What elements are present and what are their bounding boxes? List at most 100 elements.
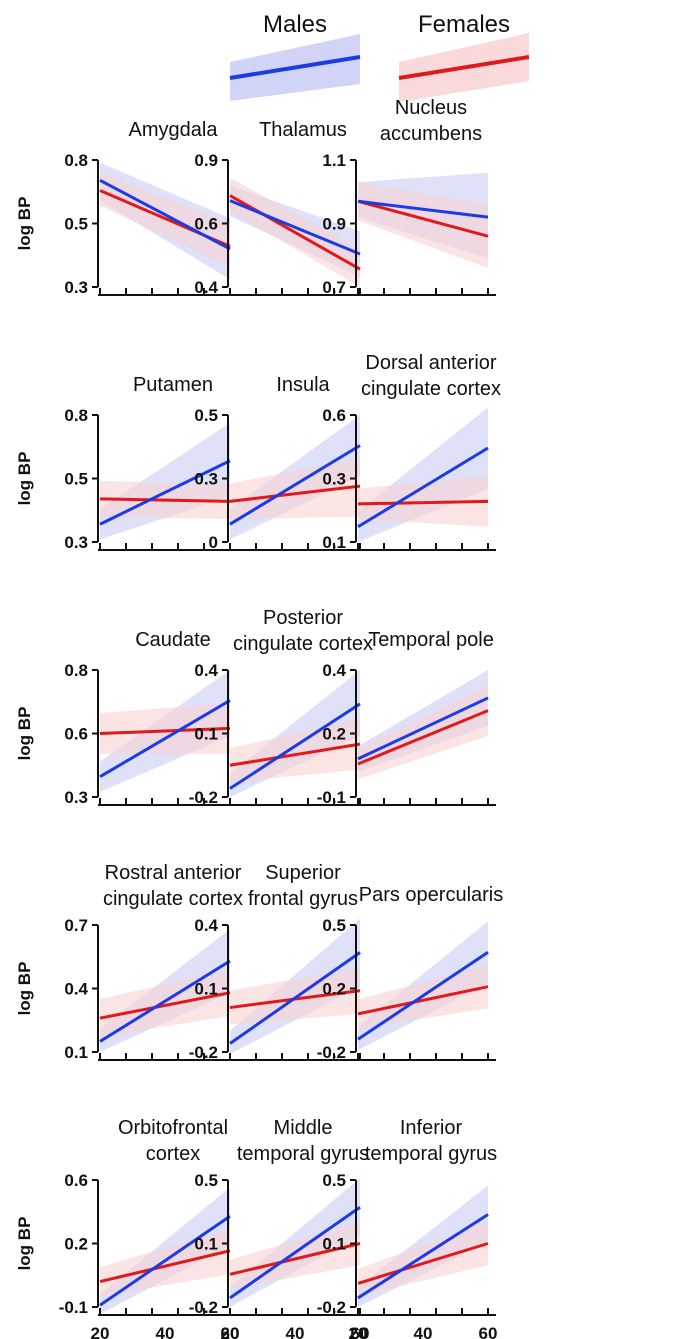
y-tick-label: 1.1: [322, 151, 346, 170]
panel-title: Middle: [274, 1117, 333, 1139]
x-tick-label: 40: [156, 1324, 175, 1339]
males-fit-line: [357, 199, 489, 219]
females-fit-line: [357, 199, 489, 238]
panel-title: Caudate: [135, 629, 211, 651]
y-tick-label: 0.2: [64, 1235, 88, 1254]
y-tick-label: 0.3: [64, 278, 88, 297]
y-tick-label: 0.1: [322, 533, 346, 552]
legend-line-males: [229, 55, 361, 80]
panel-9: Temporal pole 0.4 0.2 -0.1: [317, 629, 496, 807]
legend: Males Females: [229, 11, 530, 102]
females-fit-line: [357, 709, 489, 766]
females-fit-line: [229, 742, 361, 767]
panel-title: Dorsal anterior: [365, 352, 497, 374]
panel-7: Caudate 0.8 0.6 0.3 log BP: [15, 629, 238, 807]
panel-title: Orbitofrontal: [118, 1117, 228, 1139]
y-tick-label: 0.3: [64, 788, 88, 807]
y-tick-label: -0.2: [189, 1043, 218, 1062]
females-fit-line: [229, 484, 361, 503]
panel-title: temporal gyrus: [237, 1143, 369, 1165]
panel-title: Thalamus: [259, 119, 347, 141]
males-fit-line: [357, 696, 489, 761]
y-tick-label: -0.2: [189, 1298, 218, 1317]
y-tick-label: 0.4: [194, 916, 218, 935]
legend-label-males: Males: [263, 11, 327, 38]
panel-title: frontal gyrus: [248, 888, 358, 910]
males-fit-line: [229, 199, 361, 256]
x-tick-label: 40: [286, 1324, 305, 1339]
females-fit-line: [357, 499, 489, 506]
y-tick-label: 0.9: [322, 215, 346, 234]
y-tick-label: 0.4: [194, 278, 218, 297]
y-tick-label: 0.9: [194, 151, 218, 170]
y-tick-label: 0.7: [64, 916, 88, 935]
panel-6: Dorsal anterior cingulate cortex 0.6 0.3 0.1: [322, 352, 501, 552]
y-tick-label: 0.6: [64, 725, 88, 744]
males-fit-line: [229, 951, 361, 1045]
panels-grid: Amygdala 0.8 0.5 0.3 log BP Thalamus 0.9 0.6 0.4…: [15, 97, 503, 1339]
y-tick-label: 0.8: [64, 406, 88, 425]
legend-label-females: Females: [418, 11, 510, 38]
males-fit-line: [99, 1215, 231, 1307]
x-tick-label: 60: [351, 1324, 370, 1339]
females-ci-band: [358, 685, 488, 780]
y-tick-label: 0.5: [64, 215, 88, 234]
y-tick-label: 0.8: [64, 151, 88, 170]
panel-2: Thalamus 0.9 0.6 0.4: [194, 119, 368, 297]
females-fit-line: [357, 985, 489, 1016]
panel-title: accumbens: [380, 123, 482, 145]
panel-title: Pars opercularis: [359, 884, 504, 906]
y-tick-label: 0.3: [194, 470, 218, 489]
females-fit-line: [99, 726, 231, 735]
y-axis-label: log BP: [15, 1217, 34, 1271]
males-fit-line: [99, 459, 231, 526]
panel-10: Rostral anterior cingulate cortex 0.7 0.4 0.…: [15, 862, 243, 1062]
males-fit-line: [357, 950, 489, 1041]
y-tick-label: 0.2: [322, 980, 346, 999]
x-tick-label: 60: [479, 1324, 498, 1339]
y-tick-label: 0.1: [194, 725, 218, 744]
legend-line-females: [398, 55, 530, 80]
y-axis-label: log BP: [15, 962, 34, 1016]
x-tick-label: 40: [414, 1324, 433, 1339]
y-tick-label: 0.5: [194, 1171, 218, 1190]
y-tick-label: -0.1: [59, 1298, 88, 1317]
y-tick-label: 0: [209, 533, 218, 552]
panel-title: Inferior: [400, 1117, 463, 1139]
panel-4: Putamen 0.8 0.5 0.3 log BP: [15, 374, 238, 552]
females-ci-band: [230, 1221, 360, 1289]
males-fit-line: [99, 699, 231, 778]
y-tick-label: -0.2: [317, 1043, 346, 1062]
females-ci-band: [230, 967, 360, 1025]
y-tick-label: -0.2: [189, 788, 218, 807]
panel-11: Superior frontal gyrus 0.4 0.1 -0.2: [189, 862, 368, 1062]
x-tick-label: 20: [91, 1324, 110, 1339]
x-tick-label: 20: [349, 1324, 368, 1339]
panel-12: Pars opercularis 0.5 0.2 -0.2: [317, 884, 504, 1062]
y-tick-label: 0.6: [194, 215, 218, 234]
y-axis-label: log BP: [15, 707, 34, 761]
panel-title: cingulate cortex: [103, 888, 243, 910]
panel-8: Posterior cingulate cortex 0.4 0.1 -0.2: [189, 607, 373, 807]
males-fit-line: [99, 178, 231, 251]
y-tick-label: 0.4: [64, 980, 88, 999]
panel-15: Inferior temporal gyrus 0.5 0.1 -0.220 40 60: [317, 1117, 498, 1339]
x-tick-label: 20: [221, 1324, 240, 1339]
y-axis-label: log BP: [15, 197, 34, 251]
panel-title: Amygdala: [129, 119, 219, 141]
y-tick-label: 0.6: [322, 406, 346, 425]
panel-title: Posterior: [263, 607, 343, 629]
x-tick-label: 60: [221, 1324, 240, 1339]
y-tick-label: 0.6: [64, 1171, 88, 1190]
y-tick-label: 0.3: [64, 533, 88, 552]
panel-title: cortex: [146, 1143, 200, 1165]
females-fit-line: [99, 497, 231, 503]
panel-title: Putamen: [133, 374, 213, 396]
y-tick-label: -0.1: [317, 788, 346, 807]
panel-title: Rostral anterior: [105, 862, 242, 884]
y-tick-label: 0.5: [322, 916, 346, 935]
panel-5: Insula 0.5 0.3 0: [194, 374, 368, 552]
